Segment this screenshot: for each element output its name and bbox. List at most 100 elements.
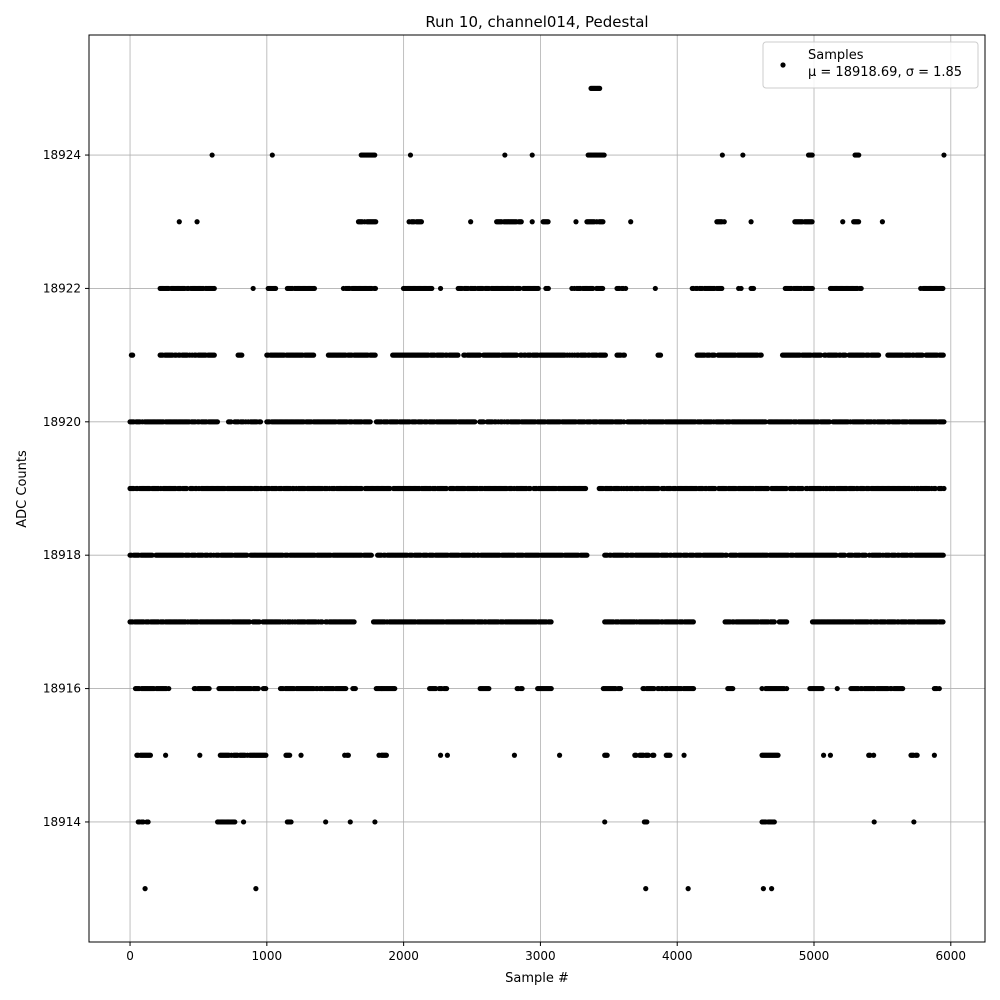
data-point: [209, 152, 215, 158]
data-point: [834, 685, 840, 692]
data-point: [345, 752, 351, 758]
data-point: [163, 752, 169, 758]
data-point: [244, 552, 250, 558]
data-point: [140, 819, 146, 825]
data-point: [914, 752, 920, 758]
y-tick-label: 18916: [43, 682, 81, 696]
data-point: [667, 752, 673, 758]
data-point: [602, 352, 608, 358]
data-point: [372, 285, 379, 292]
data-point: [940, 552, 946, 558]
data-point: [184, 485, 190, 492]
data-point: [936, 685, 942, 692]
data-point: [818, 352, 824, 358]
data-point: [272, 285, 279, 292]
data-point: [256, 619, 262, 625]
legend-stats-mean: μ = 18918.69,: [808, 65, 906, 80]
data-point: [721, 219, 727, 225]
data-point: [652, 285, 658, 292]
data-point: [518, 219, 524, 225]
data-point: [820, 752, 827, 758]
y-tick-label: 18922: [43, 281, 81, 295]
legend-series-label: Samples: [808, 48, 864, 63]
data-point: [690, 685, 697, 692]
data-point: [600, 219, 606, 225]
data-point: [582, 485, 589, 492]
data-point: [250, 285, 256, 292]
data-point: [194, 219, 200, 225]
x-tick-label: 0: [126, 949, 134, 963]
data-point: [655, 485, 661, 492]
data-point: [719, 285, 725, 292]
data-point: [166, 685, 172, 692]
data-point: [941, 419, 947, 425]
data-point: [771, 619, 777, 625]
x-tick-label: 4000: [662, 949, 693, 963]
data-point: [372, 352, 378, 358]
data-point: [455, 352, 461, 358]
data-point: [323, 819, 329, 825]
data-point: [468, 219, 474, 225]
data-point: [311, 285, 318, 292]
data-point: [352, 685, 358, 692]
data-point: [527, 485, 533, 492]
data-point: [373, 219, 379, 225]
data-point: [590, 285, 596, 292]
data-point: [941, 485, 947, 492]
data-point: [263, 685, 269, 692]
data-point: [867, 752, 873, 758]
data-point: [263, 752, 269, 758]
data-point: [597, 85, 603, 91]
y-axis-ticks: 18914 18916 18918 18920 18922 18924: [43, 148, 89, 829]
data-point: [529, 219, 535, 225]
data-point: [871, 819, 877, 825]
legend: Samples μ = 18918.69, σ = 1.85: [762, 41, 979, 89]
data-point: [383, 752, 389, 758]
data-point: [511, 752, 518, 758]
data-point: [147, 752, 154, 758]
y-tick-label: 18914: [43, 815, 81, 829]
data-point: [719, 152, 725, 158]
data-point: [819, 685, 825, 692]
data-point: [372, 819, 378, 825]
data-point: [760, 886, 766, 892]
data-point: [712, 485, 718, 492]
data-point: [502, 152, 508, 158]
y-axis-label: ADC Counts: [15, 450, 30, 528]
x-tick-label: 3000: [525, 949, 556, 963]
data-point: [437, 752, 444, 758]
data-point: [690, 619, 696, 625]
data-point: [651, 752, 657, 758]
legend-stats: μ = 18918.69, σ = 1.85: [808, 65, 962, 80]
data-point: [556, 752, 563, 758]
data-point: [343, 685, 349, 692]
data-point: [863, 552, 869, 558]
data-point: [842, 352, 848, 358]
data-point: [840, 219, 846, 225]
data-point: [931, 752, 937, 758]
data-point: [519, 685, 525, 692]
data-point: [681, 752, 687, 758]
data-point: [211, 352, 217, 358]
data-point: [784, 619, 790, 625]
data-point: [809, 219, 815, 225]
data-point: [621, 352, 628, 358]
data-point: [604, 752, 610, 758]
data-point: [206, 685, 212, 692]
data-point: [623, 285, 629, 292]
data-point: [784, 685, 790, 692]
data-point: [643, 886, 649, 892]
x-axis-ticks: 0 1000 2000 3000 4000 5000 6000: [126, 942, 966, 963]
data-point: [748, 219, 754, 225]
data-point: [372, 152, 378, 158]
data-point: [392, 685, 398, 692]
data-point: [573, 219, 579, 225]
data-point: [437, 285, 444, 292]
data-point: [287, 752, 293, 758]
y-tick-label: 18918: [43, 548, 81, 562]
data-point: [130, 352, 136, 358]
data-point: [255, 685, 261, 692]
data-point: [529, 152, 535, 158]
data-point: [633, 752, 639, 758]
x-tick-label: 1000: [252, 949, 283, 963]
